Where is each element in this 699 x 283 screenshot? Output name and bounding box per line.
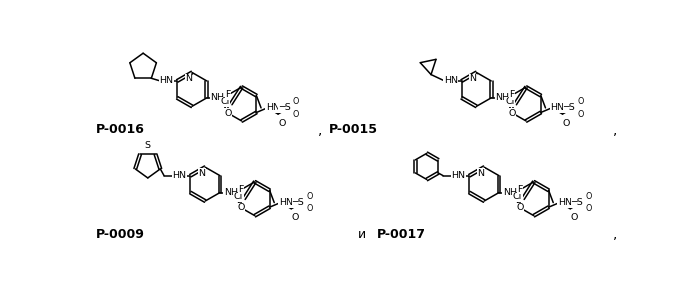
Text: Cl: Cl — [513, 192, 522, 201]
Text: HN: HN — [558, 198, 572, 207]
Text: O: O — [516, 203, 524, 212]
Text: O: O — [570, 213, 578, 222]
Text: ─S: ─S — [563, 103, 575, 112]
Text: F: F — [517, 185, 523, 194]
Text: N: N — [199, 169, 206, 178]
Text: O: O — [293, 110, 299, 119]
Text: N: N — [477, 169, 484, 178]
Text: ─S: ─S — [292, 198, 304, 207]
Text: Cl: Cl — [221, 97, 230, 106]
Text: NH: NH — [210, 93, 224, 102]
Text: HN: HN — [159, 76, 173, 85]
Text: O: O — [577, 110, 584, 119]
Text: F: F — [238, 185, 243, 194]
Text: HN: HN — [279, 198, 293, 207]
Text: HN: HN — [550, 103, 564, 112]
Text: O: O — [293, 97, 299, 106]
Text: HN: HN — [266, 103, 280, 112]
Text: S: S — [145, 141, 151, 150]
Text: O: O — [306, 192, 312, 201]
Text: HN: HN — [173, 171, 187, 180]
Text: NH: NH — [224, 188, 238, 197]
Text: Cl: Cl — [505, 97, 514, 106]
Text: ,: , — [613, 123, 617, 137]
Text: ─S: ─S — [279, 103, 291, 112]
Text: O: O — [585, 192, 591, 201]
Text: Cl: Cl — [234, 192, 243, 201]
Text: F: F — [510, 90, 514, 99]
Text: O: O — [278, 119, 286, 128]
Text: NH: NH — [495, 93, 509, 102]
Text: N: N — [185, 74, 192, 83]
Text: P-0017: P-0017 — [377, 228, 426, 241]
Text: N: N — [470, 74, 477, 83]
Text: P-0009: P-0009 — [96, 228, 145, 241]
Text: O: O — [563, 119, 570, 128]
Text: ,: , — [613, 228, 617, 241]
Text: ,: , — [317, 123, 326, 137]
Text: O: O — [224, 109, 231, 118]
Text: HN: HN — [444, 76, 458, 85]
Text: P-0015: P-0015 — [329, 123, 377, 136]
Text: O: O — [291, 213, 299, 222]
Text: O: O — [585, 204, 591, 213]
Text: O: O — [237, 203, 245, 212]
Text: NH: NH — [503, 188, 517, 197]
Text: ─S: ─S — [571, 198, 583, 207]
Text: F: F — [225, 90, 231, 99]
Text: O: O — [577, 97, 584, 106]
Text: O: O — [508, 109, 516, 118]
Text: HN: HN — [452, 171, 466, 180]
Text: O: O — [306, 204, 312, 213]
Text: и: и — [359, 228, 366, 241]
Text: P-0016: P-0016 — [96, 123, 145, 136]
